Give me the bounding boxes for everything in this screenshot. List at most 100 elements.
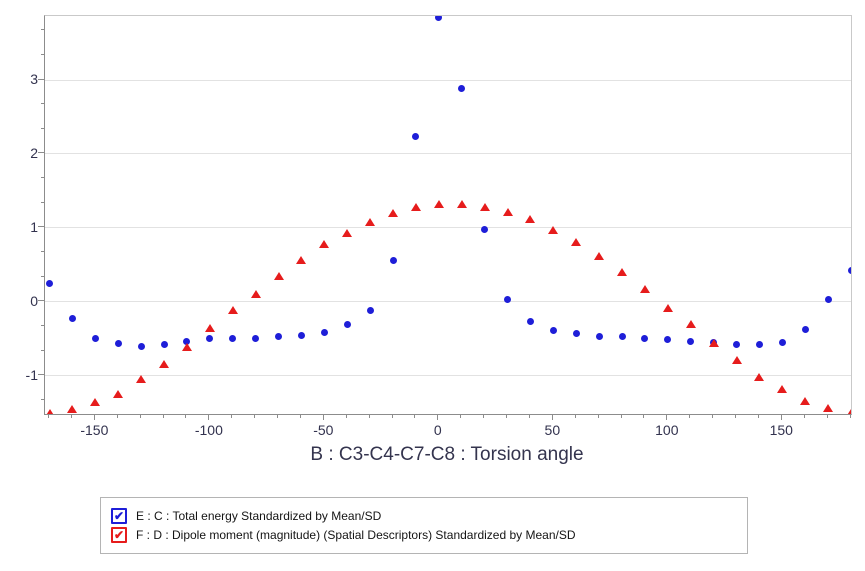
data-point-energy	[389, 257, 397, 265]
legend-label-total-energy: E : C : Total energy Standardized by Mea…	[136, 509, 382, 523]
y-major-tick	[38, 300, 44, 302]
data-point-energy	[778, 339, 786, 347]
data-point-dipole	[159, 360, 170, 369]
data-point-energy	[687, 338, 695, 346]
data-point-dipole	[479, 202, 490, 211]
x-minor-tick	[483, 414, 485, 418]
data-point-dipole	[67, 405, 78, 414]
x-minor-tick	[414, 414, 416, 418]
data-point-dipole	[525, 215, 536, 224]
data-point-dipole	[250, 289, 261, 298]
x-minor-tick	[574, 414, 576, 418]
y-tick-label: 1	[30, 218, 38, 235]
data-point-energy	[664, 336, 672, 344]
data-point-dipole	[685, 320, 696, 329]
y-major-tick	[38, 374, 44, 376]
legend-checkbox-total-energy[interactable]: ✔	[111, 508, 127, 524]
data-point-dipole	[777, 385, 788, 394]
x-tick-label: 100	[655, 422, 679, 438]
x-axis-title: B : C3-C4-C7-C8 : Torsion angle	[310, 444, 584, 465]
y-major-tick	[38, 226, 44, 228]
x-minor-tick	[116, 414, 118, 418]
data-point-dipole	[45, 408, 55, 414]
x-major-tick	[208, 414, 210, 420]
data-point-energy	[641, 335, 649, 343]
data-point-dipole	[548, 226, 559, 235]
y-minor-tick	[41, 325, 44, 327]
data-point-dipole	[639, 285, 650, 294]
data-point-dipole	[273, 272, 284, 281]
data-point-dipole	[708, 338, 719, 347]
x-minor-tick	[803, 414, 805, 418]
data-point-energy	[847, 267, 851, 275]
data-point-energy	[366, 307, 374, 315]
x-minor-tick	[254, 414, 256, 418]
y-major-tick	[38, 78, 44, 80]
y-minor-tick	[41, 29, 44, 31]
x-minor-tick	[849, 414, 851, 418]
x-major-tick	[93, 414, 95, 420]
x-minor-tick	[48, 414, 50, 418]
x-minor-tick	[643, 414, 645, 418]
x-minor-tick	[368, 414, 370, 418]
data-point-dipole	[388, 209, 399, 218]
data-point-dipole	[410, 203, 421, 212]
data-point-dipole	[731, 355, 742, 364]
data-point-energy	[435, 16, 443, 21]
gridline-y-3	[45, 79, 851, 81]
data-point-dipole	[594, 252, 605, 261]
data-point-energy	[137, 342, 145, 350]
x-minor-tick	[597, 414, 599, 418]
data-point-energy	[275, 333, 283, 341]
x-tick-label: -50	[313, 422, 334, 438]
data-point-dipole	[571, 238, 582, 247]
x-major-tick	[780, 414, 782, 420]
x-major-tick	[322, 414, 324, 420]
y-minor-tick	[41, 177, 44, 179]
x-minor-tick	[162, 414, 164, 418]
x-major-tick	[666, 414, 668, 420]
data-point-energy	[91, 335, 99, 343]
data-point-dipole	[456, 199, 467, 208]
data-point-energy	[504, 295, 512, 303]
x-minor-tick	[528, 414, 530, 418]
y-minor-tick	[41, 103, 44, 105]
y-minor-tick	[41, 127, 44, 129]
data-point-energy	[824, 295, 832, 303]
y-minor-tick	[41, 251, 44, 253]
data-point-dipole	[181, 343, 192, 352]
data-point-dipole	[502, 207, 513, 216]
data-point-dipole	[204, 323, 215, 332]
data-point-dipole	[754, 372, 765, 381]
data-point-energy	[572, 330, 580, 338]
data-point-energy	[229, 334, 237, 342]
data-point-energy	[526, 318, 534, 326]
legend-row-total-energy: ✔ E : C : Total energy Standardized by M…	[111, 508, 737, 524]
data-point-energy	[114, 339, 122, 347]
x-minor-tick	[735, 414, 736, 418]
data-point-energy	[252, 335, 260, 343]
data-point-dipole	[662, 303, 673, 312]
data-point-dipole	[113, 389, 124, 398]
x-tick-label: 150	[769, 422, 793, 438]
y-minor-tick	[41, 275, 44, 277]
y-minor-tick	[41, 201, 44, 203]
x-minor-tick	[620, 414, 622, 418]
data-point-energy	[481, 225, 489, 233]
gridline-y-2	[45, 153, 851, 155]
data-point-dipole	[846, 408, 851, 414]
data-point-dipole	[433, 199, 444, 208]
legend-label-dipole-moment: F : D : Dipole moment (magnitude) (Spati…	[136, 528, 576, 542]
y-tick-label: 2	[30, 144, 38, 161]
y-tick-label: -1	[25, 366, 38, 383]
gridline-y-1	[45, 227, 851, 229]
y-minor-tick	[41, 349, 44, 351]
data-point-energy	[160, 340, 168, 348]
data-point-energy	[755, 340, 763, 348]
y-minor-tick	[41, 53, 44, 55]
data-point-dipole	[617, 267, 628, 276]
data-point-energy	[412, 132, 420, 140]
data-point-dipole	[319, 240, 330, 249]
x-minor-tick	[506, 414, 508, 418]
legend-checkbox-dipole-moment[interactable]: ✔	[111, 527, 127, 543]
